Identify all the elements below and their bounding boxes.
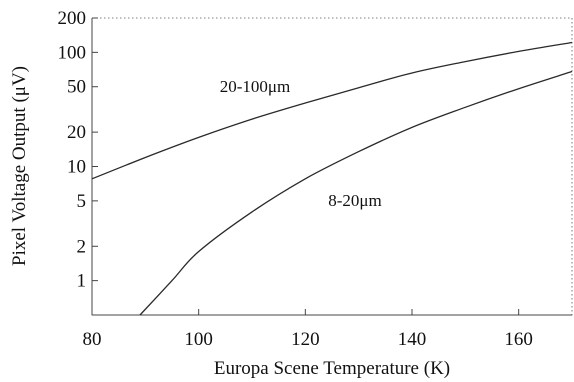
y-tick-label: 2 [77, 236, 87, 257]
x-tick-label: 100 [184, 329, 213, 350]
curve-label-2: 8-20μm [328, 191, 382, 210]
series-lines [91, 41, 573, 316]
x-tick-label: 120 [291, 329, 320, 350]
series-line-2 [139, 70, 573, 316]
curve-labels: 20-100μm 8-20μm [220, 77, 382, 210]
x-axis: 80 100 120 140 160 [83, 309, 533, 350]
y-tick-label: 20 [67, 122, 86, 143]
series-line-1 [91, 41, 573, 180]
y-tick-label: 200 [58, 8, 87, 29]
y-tick-label: 10 [67, 157, 86, 178]
y-tick-label: 1 [77, 271, 87, 292]
x-tick-label: 160 [504, 329, 533, 350]
y-axis: 1 2 5 10 20 50 100 200 [58, 8, 98, 292]
y-tick-label: 5 [77, 191, 87, 212]
x-tick-label: 140 [398, 329, 427, 350]
y-axis-title: Pixel Voltage Output (μV) [9, 66, 30, 266]
y-tick-label: 100 [58, 42, 87, 63]
x-tick-label: 80 [83, 329, 102, 350]
curve-label-1: 20-100μm [220, 77, 291, 96]
y-tick-label: 50 [67, 77, 86, 98]
x-axis-title: Europa Scene Temperature (K) [214, 358, 450, 379]
plot-frame [91, 17, 573, 316]
